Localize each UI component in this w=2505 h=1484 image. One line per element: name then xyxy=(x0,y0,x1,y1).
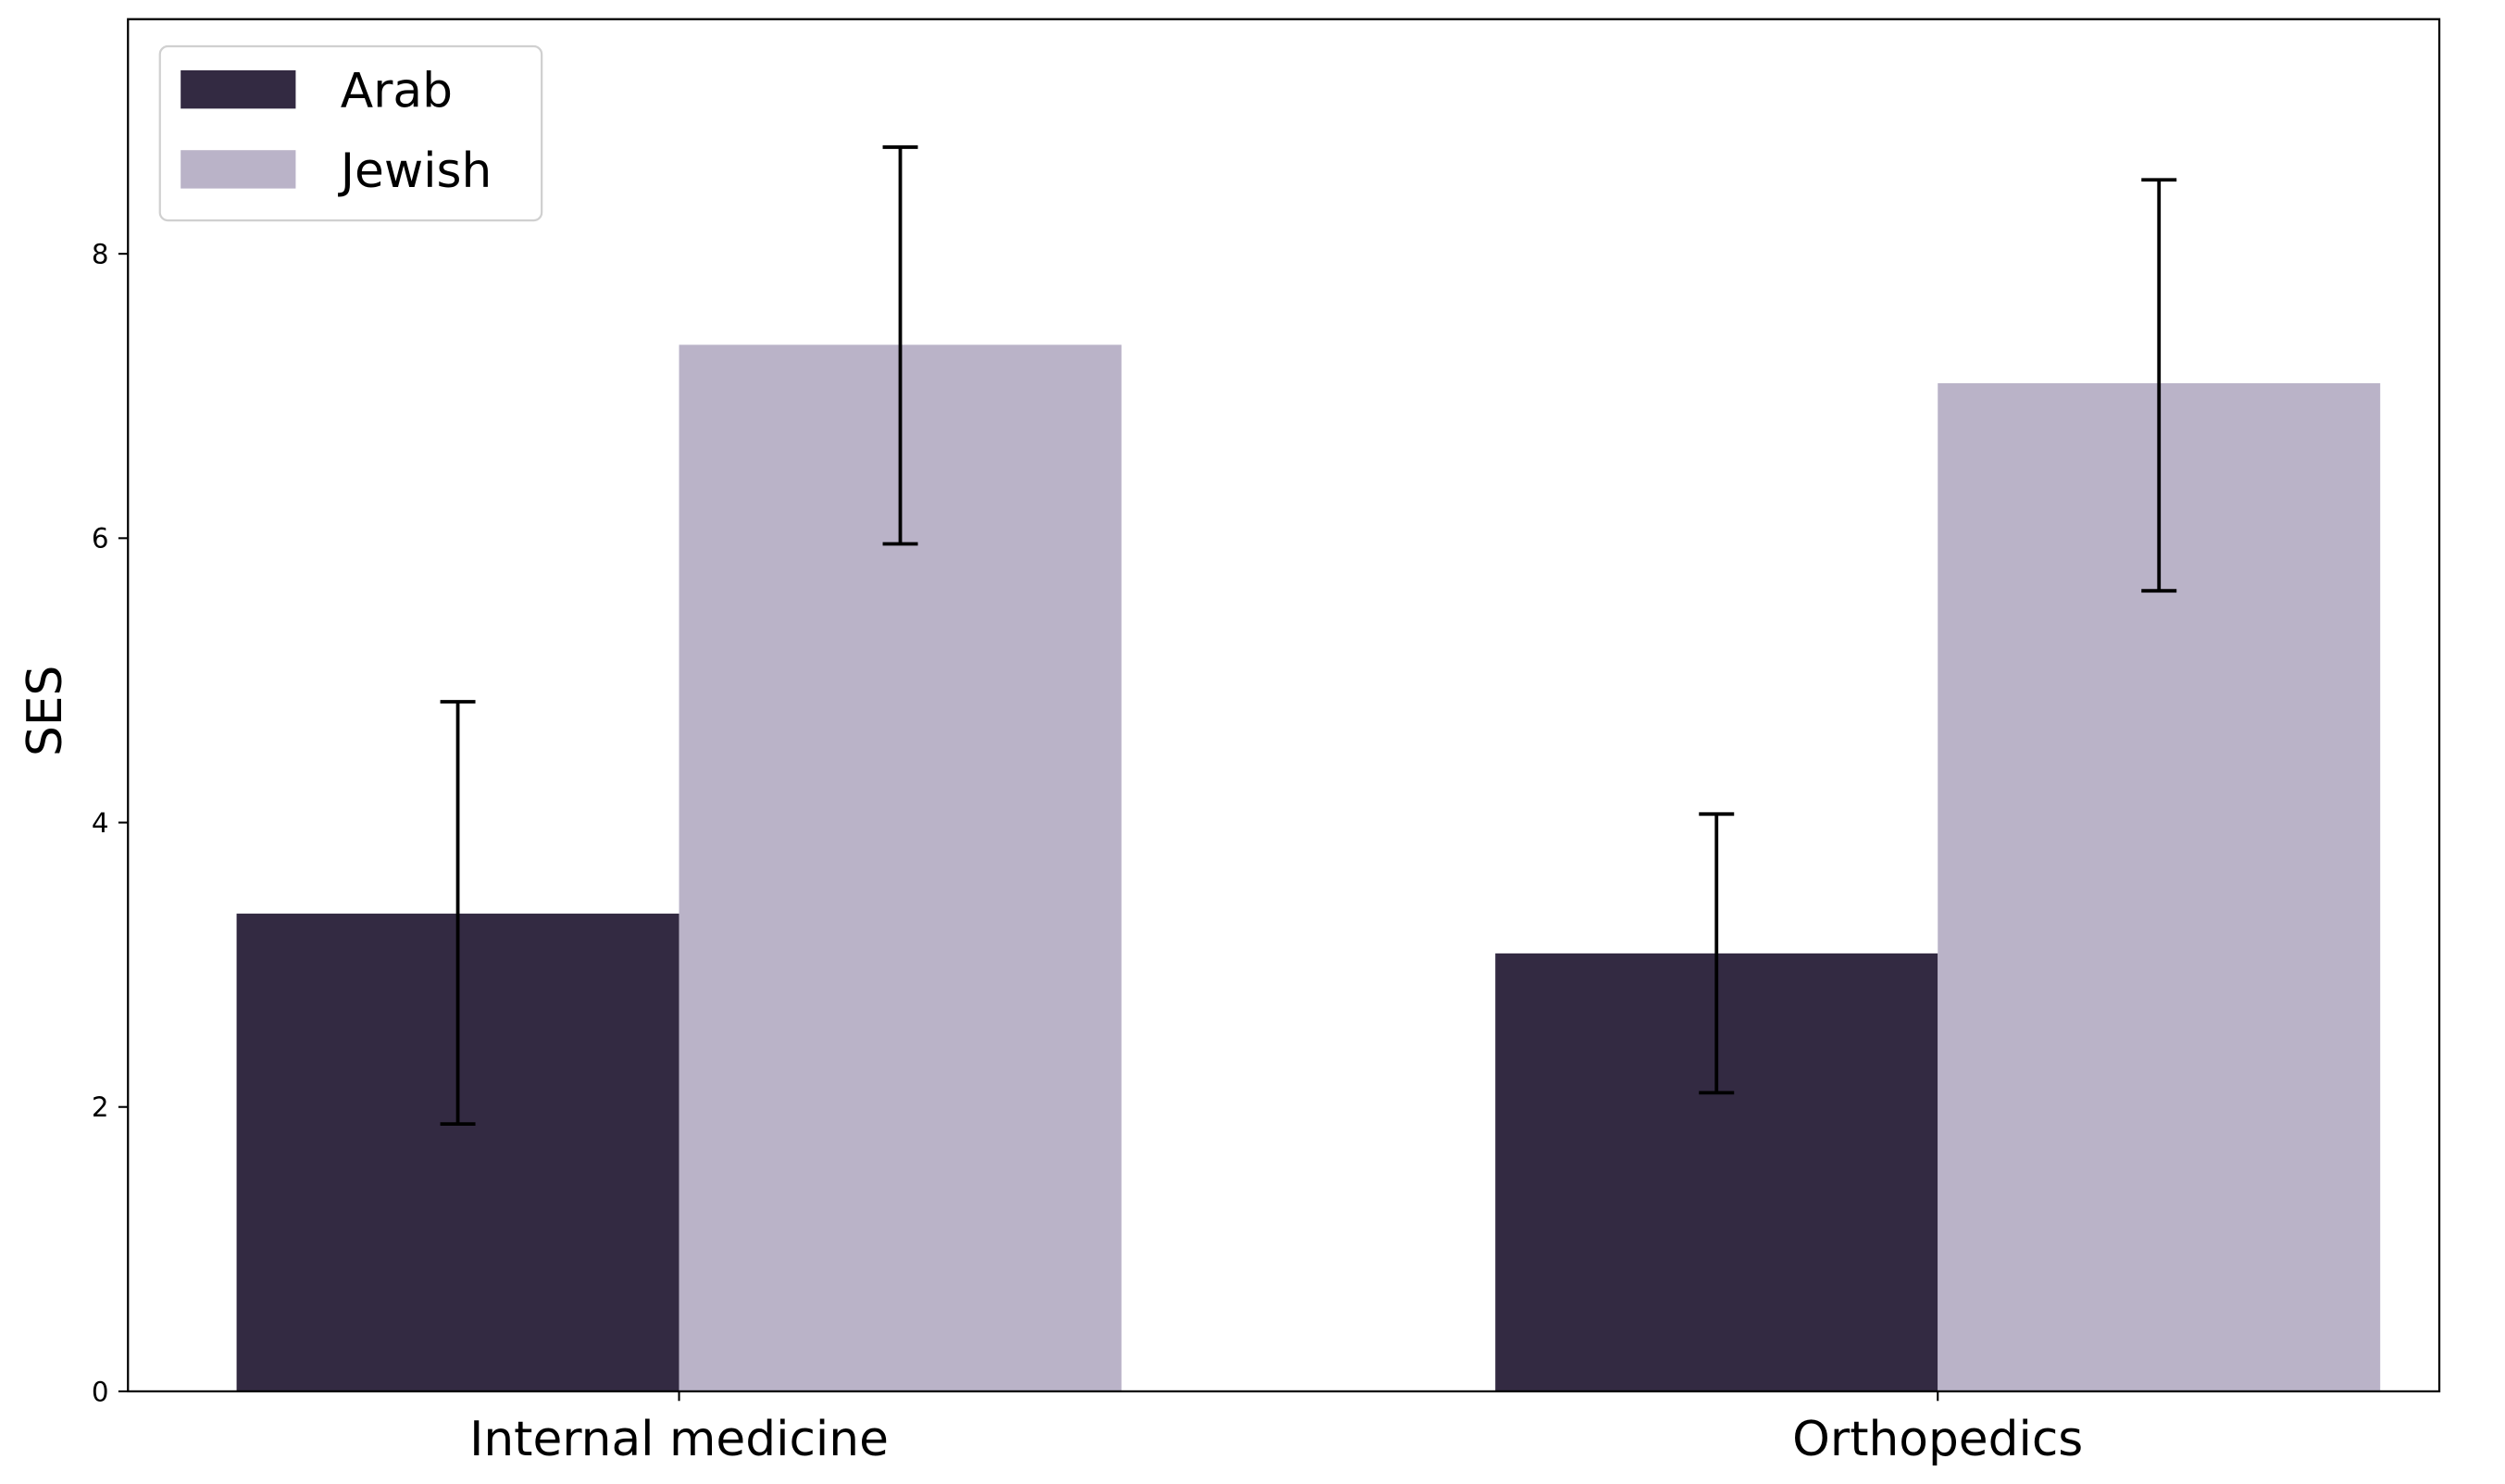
legend: Arab Jewish xyxy=(158,44,543,222)
plot-frame xyxy=(127,18,2441,1393)
error-bars xyxy=(440,145,2177,1127)
x-tick-label: Internal medicine xyxy=(469,1412,889,1467)
legend-label-jewish: Jewish xyxy=(338,143,492,199)
bars xyxy=(236,344,2381,1391)
y-tick-label: 4 xyxy=(92,807,109,839)
legend-label-arab: Arab xyxy=(341,64,453,119)
y-axis: 0 2 4 6 8 xyxy=(92,238,129,1407)
legend-swatch-arab xyxy=(181,69,296,109)
error-bar-arab-0 xyxy=(440,700,476,1127)
error-bar-jewish-0 xyxy=(882,145,918,546)
y-axis-label: SES xyxy=(18,666,73,756)
x-tick-label: Orthopedics xyxy=(1792,1412,2083,1467)
error-bar-jewish-1 xyxy=(2141,178,2177,593)
error-bar-arab-1 xyxy=(1699,812,1735,1095)
y-tick-label: 0 xyxy=(92,1376,109,1407)
y-tick-label: 8 xyxy=(92,238,109,269)
y-tick-label: 6 xyxy=(92,523,109,555)
x-axis: Internal medicine Orthopedics xyxy=(469,1390,2083,1467)
y-tick-label: 2 xyxy=(92,1091,109,1123)
legend-swatch-jewish xyxy=(181,150,296,189)
